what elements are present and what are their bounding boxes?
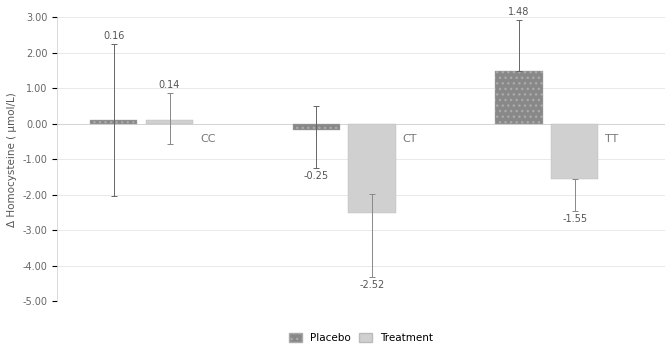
Text: TT: TT bbox=[605, 134, 618, 144]
Text: -1.55: -1.55 bbox=[562, 214, 587, 224]
Bar bbox=[349, 124, 396, 213]
Bar bbox=[146, 120, 193, 124]
Bar bbox=[495, 71, 543, 124]
Text: CT: CT bbox=[403, 134, 417, 144]
Text: -2.52: -2.52 bbox=[360, 280, 385, 290]
Bar bbox=[90, 120, 137, 124]
Legend: Placebo, Treatment: Placebo, Treatment bbox=[285, 329, 437, 347]
Bar bbox=[551, 124, 598, 179]
Bar bbox=[293, 124, 340, 130]
Text: 1.48: 1.48 bbox=[508, 7, 530, 17]
Text: CC: CC bbox=[200, 134, 216, 144]
Text: -0.25: -0.25 bbox=[304, 171, 329, 181]
Y-axis label: Δ Homocysteine ( μmol/L): Δ Homocysteine ( μmol/L) bbox=[7, 92, 17, 227]
Text: 0.14: 0.14 bbox=[159, 81, 180, 90]
Text: 0.16: 0.16 bbox=[103, 31, 124, 41]
